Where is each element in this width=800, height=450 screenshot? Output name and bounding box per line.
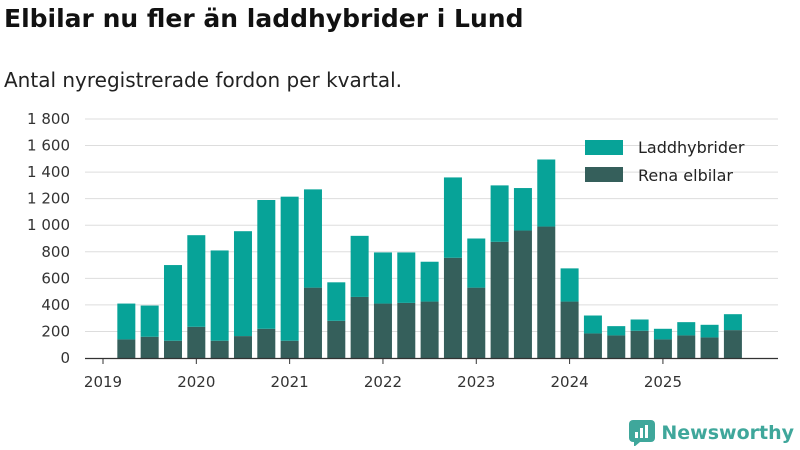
brand-logo: Newsworthy [629,420,794,446]
x-tick-label: 2019 [84,373,122,391]
bar-electric [513,230,532,358]
legend: Laddhybrider Rena elbilar [585,138,745,185]
bar-hybrid [350,235,369,297]
bar-electric [490,241,509,358]
y-tick-label: 1 800 [27,110,70,128]
bar-electric [303,287,322,358]
bar-electric [677,335,696,358]
bar-electric [327,320,346,358]
chart-subtitle: Antal nyregistrerade fordon per kvartal. [4,68,403,92]
y-tick-label: 1 000 [27,216,70,234]
y-tick-label: 600 [41,269,70,287]
bar-hybrid [653,328,672,340]
bar-electric [653,339,672,358]
bar-electric [257,328,276,358]
x-tick-label: 2025 [644,373,682,391]
x-tick-label: 2020 [177,373,215,391]
bar-electric [117,339,136,358]
legend-swatch-electric [585,167,623,182]
bar-hybrid [210,250,229,341]
y-tick-label: 1 400 [27,163,70,181]
bar-electric [467,287,486,358]
bar-electric [187,326,206,358]
bar-electric [210,340,229,358]
bar-hybrid [560,268,579,302]
bar-hybrid [373,252,392,304]
bar-hybrid [187,235,206,327]
bar-electric [350,296,369,358]
bar-electric [700,337,719,358]
bar-hybrid [467,238,486,288]
x-tick-label: 2023 [457,373,495,391]
bar-hybrid [700,324,719,338]
legend-swatch-hybrid [585,140,623,155]
bar-hybrid [677,322,696,336]
bar-electric [723,330,742,358]
bar-electric [583,333,602,358]
bar-hybrid [607,326,626,336]
bar-electric [233,336,252,358]
bar-electric [397,302,416,358]
y-tick-label: 0 [60,349,70,367]
bar-hybrid [327,282,346,321]
bar-electric [140,336,159,358]
bar-hybrid [140,305,159,337]
bar-electric [560,301,579,358]
bar-hybrid [490,185,509,242]
y-tick-label: 800 [41,243,70,261]
bar-hybrid [280,196,299,341]
legend-label-hybrid: Laddhybrider [638,138,745,157]
y-tick-label: 400 [41,296,70,314]
stacked-bar-chart: 0 200 400 600 800 1 000 1 200 1 400 1 600 1 800 2… [27,110,778,391]
chart-title: Elbilar nu fler än laddhybrider i Lund [4,4,524,33]
bar-electric [443,257,462,358]
x-axis: 2019 2020 2021 2022 2023 2024 2025 [84,357,778,391]
bar-hybrid [513,188,532,231]
bar-hybrid [233,231,252,337]
y-tick-label: 1 200 [27,190,70,208]
bars [117,159,742,358]
bar-electric [280,340,299,358]
bar-hybrid [537,159,556,227]
legend-label-electric: Rena elbilar [638,166,733,185]
bar-hybrid [117,303,136,340]
bar-hybrid [443,177,462,258]
x-tick-label: 2024 [551,373,589,391]
y-tick-label: 200 [41,322,70,340]
bar-electric [630,330,649,358]
bar-electric [163,340,182,358]
bar-hybrid [420,261,439,302]
bar-hybrid [163,265,182,341]
y-axis-ticks: 0 200 400 600 800 1 000 1 200 1 400 1 600 1 800 [27,110,70,367]
x-tick-label: 2021 [271,373,309,391]
bar-electric [537,226,556,358]
bar-hybrid [397,252,416,303]
y-tick-label: 1 600 [27,137,70,155]
bar-hybrid [257,199,276,329]
brand-name: Newsworthy [661,422,794,444]
x-tick-label: 2022 [364,373,402,391]
bar-hybrid [583,315,602,334]
bar-hybrid [723,314,742,331]
bar-electric [420,301,439,358]
bar-electric [607,335,626,358]
bar-hybrid [303,189,322,288]
bar-electric [373,303,392,358]
bar-hybrid [630,319,649,331]
bar-chart-logo-icon [629,420,656,446]
